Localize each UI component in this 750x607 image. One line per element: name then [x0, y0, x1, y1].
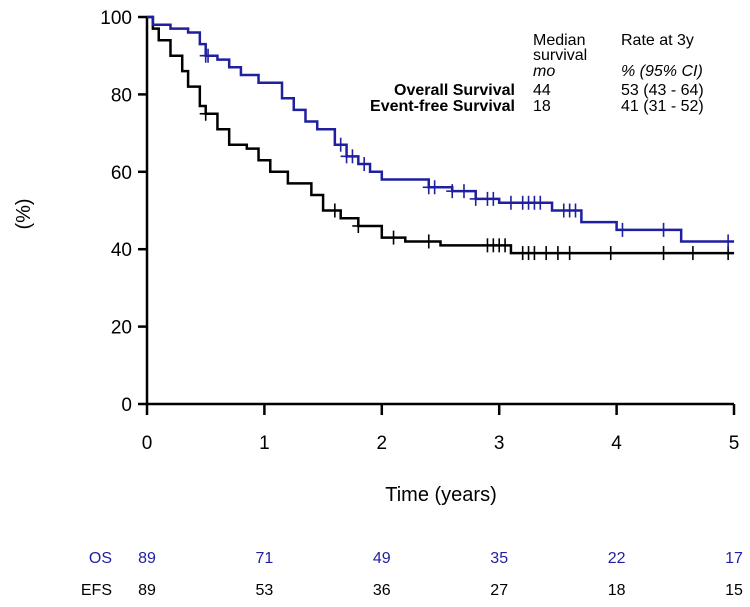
y-tick-label-20: 20: [111, 318, 132, 339]
censor-os-2: [334, 137, 347, 152]
x-tick-label-0: 0: [142, 433, 153, 454]
censor-os-4: [346, 149, 359, 164]
at-risk-table: OS EFS 89 71 49 35 22 17 89 53 36 27 18 15: [81, 550, 743, 599]
x-axis-title: Time (years): [385, 484, 496, 506]
at-risk-os-1: 71: [256, 550, 274, 567]
censor-efs-13: [551, 246, 564, 261]
y-tick-label-40: 40: [111, 240, 132, 261]
legend-efs-name: Event-free Survival: [370, 98, 515, 115]
x-tick-label-3: 3: [494, 433, 505, 454]
y-tick-label-80: 80: [111, 85, 132, 106]
at-risk-efs-2: 36: [373, 582, 391, 599]
censor-marks: [199, 48, 735, 261]
legend-median-header-2: survival: [533, 47, 587, 64]
at-risk-os-values: 89 71 49 35 22 17: [138, 550, 743, 567]
at-risk-os-5: 17: [725, 550, 743, 567]
y-axis-title: (%): [13, 198, 35, 229]
at-risk-os-0: 89: [138, 550, 156, 567]
x-tick-label-5: 5: [729, 433, 740, 454]
y-tick-label-100: 100: [100, 8, 132, 29]
censor-efs-3: [387, 230, 400, 245]
legend-os-name: Overall Survival: [394, 82, 515, 99]
x-tick-label-1: 1: [259, 433, 270, 454]
censor-os-1: [202, 48, 215, 63]
at-risk-efs-values: 89 53 36 27 18 15: [138, 582, 743, 599]
censor-efs-2: [352, 218, 365, 233]
censor-os-13: [504, 195, 517, 210]
censor-efs-12: [540, 246, 553, 261]
censor-os-20: [569, 203, 582, 218]
at-risk-efs-label: EFS: [81, 582, 112, 599]
y-tick-label-0: 0: [121, 395, 132, 416]
legend-efs-rate: 41 (31 - 52): [621, 98, 704, 115]
legend-os-median: 44: [533, 82, 551, 99]
at-risk-efs-1: 53: [256, 582, 274, 599]
censor-efs-14: [563, 246, 576, 261]
censor-efs-4: [422, 234, 435, 249]
censor-efs-8: [499, 238, 512, 253]
censor-os-7: [428, 180, 441, 195]
at-risk-efs-0: 89: [138, 582, 156, 599]
at-risk-os-label: OS: [89, 550, 112, 567]
survival-curves: [147, 15, 734, 255]
at-risk-efs-5: 15: [725, 582, 743, 599]
curve-os: [147, 15, 734, 243]
legend-median-header-1: Median: [533, 32, 585, 49]
axes: [145, 17, 734, 406]
at-risk-os-2: 49: [373, 550, 391, 567]
legend-os-rate: 53 (43 - 64): [621, 82, 704, 99]
legend-median-unit: mo: [533, 63, 555, 80]
censor-os-17: [534, 195, 547, 210]
at-risk-efs-3: 27: [490, 582, 508, 599]
censor-efs-0: [199, 106, 212, 121]
legend-table: Median survival mo Rate at 3y % (95% CI)…: [370, 32, 704, 115]
censor-efs-17: [686, 246, 699, 261]
censor-os-5: [358, 157, 371, 172]
censor-os-22: [657, 222, 670, 237]
censor-os-23: [722, 234, 735, 249]
at-risk-os-3: 35: [490, 550, 508, 567]
legend-rate-header: Rate at 3y: [621, 32, 694, 49]
legend-efs-median: 18: [533, 98, 551, 115]
censor-efs-16: [657, 246, 670, 261]
curve-efs: [147, 15, 734, 255]
censor-efs-1: [328, 203, 341, 218]
censor-efs-15: [604, 246, 617, 261]
censor-os-12: [487, 191, 500, 206]
censor-os-8: [446, 184, 459, 199]
censor-os-9: [457, 184, 470, 199]
at-risk-os-4: 22: [608, 550, 626, 567]
at-risk-efs-4: 18: [608, 582, 626, 599]
ticks: 0 20 40 60 80 100 0 1 2 3 4 5: [100, 8, 739, 454]
censor-os-10: [469, 191, 482, 206]
y-tick-label-60: 60: [111, 163, 132, 184]
x-tick-label-4: 4: [611, 433, 622, 454]
censor-os-21: [616, 222, 629, 237]
x-tick-label-2: 2: [377, 433, 388, 454]
censor-efs-11: [528, 246, 541, 261]
legend-rate-unit: % (95% CI): [621, 63, 703, 80]
